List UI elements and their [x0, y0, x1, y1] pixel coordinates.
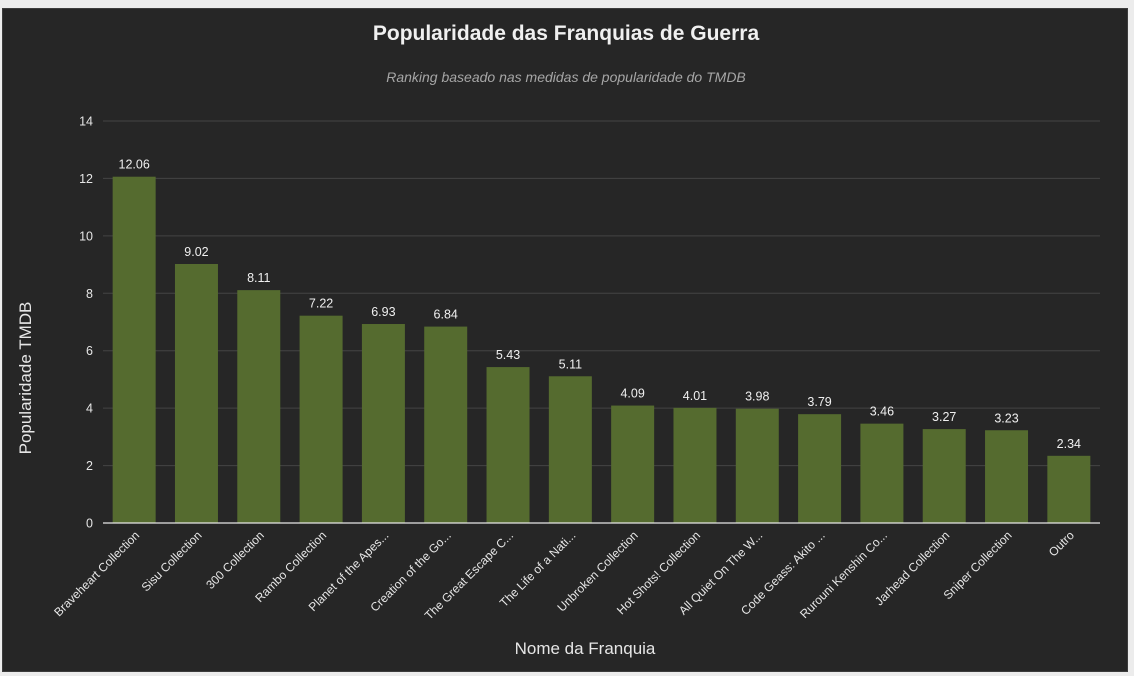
y-tick-label: 2	[86, 459, 93, 473]
y-tick-label: 12	[79, 172, 93, 186]
data-label: 3.23	[994, 411, 1018, 425]
bar	[860, 423, 904, 523]
bar	[424, 326, 468, 523]
bar	[985, 430, 1029, 523]
x-tick-label: Sniper Collection	[941, 528, 1015, 602]
bar	[361, 324, 405, 523]
bar	[673, 407, 717, 523]
data-label: 6.93	[371, 305, 395, 319]
bar	[299, 315, 343, 523]
data-label: 12.06	[119, 158, 150, 172]
y-tick-label: 0	[86, 517, 93, 531]
data-label: 3.79	[807, 395, 831, 409]
y-tick-label: 14	[79, 115, 93, 129]
x-tick-label: Braveheart Collection	[51, 528, 142, 619]
y-tick-label: 4	[86, 402, 93, 416]
data-label: 3.27	[932, 410, 956, 424]
data-label: 5.43	[496, 348, 520, 362]
bar	[798, 414, 842, 523]
data-label: 7.22	[309, 297, 333, 311]
data-label: 4.09	[620, 387, 644, 401]
x-axis-title: Nome da Franquia	[514, 639, 656, 658]
y-tick-label: 6	[86, 344, 93, 358]
data-label: 2.34	[1057, 437, 1081, 451]
bar	[922, 429, 966, 523]
data-label: 6.84	[434, 308, 458, 322]
data-label: 3.46	[870, 405, 894, 419]
bar	[237, 290, 281, 523]
bar	[1047, 455, 1091, 523]
data-label: 8.11	[247, 271, 270, 285]
x-tick-label: 300 Collection	[203, 528, 267, 592]
bars	[112, 176, 1091, 523]
y-axis-ticks: 0 2 4 6 8 10 12 14	[79, 115, 93, 531]
bar	[611, 405, 655, 523]
chart-subtitle: Ranking baseado nas medidas de popularid…	[386, 69, 746, 85]
x-tick-label: Sisu Collection	[139, 528, 205, 594]
bar	[548, 376, 592, 523]
bar	[112, 176, 156, 523]
data-labels: 12.06 9.02 8.11 7.22 6.93 6.84 5.43 5.11 4.09 4.0…	[119, 158, 1082, 451]
y-tick-label: 8	[86, 287, 93, 301]
chart-title: Popularidade das Franquias de Guerra	[372, 22, 760, 45]
bar	[735, 408, 779, 523]
data-label: 9.02	[184, 245, 208, 259]
data-label: 4.01	[683, 389, 707, 403]
x-tick-label: Outro	[1046, 528, 1077, 559]
y-tick-label: 10	[79, 229, 93, 243]
bar	[174, 263, 218, 523]
data-label: 3.98	[745, 390, 769, 404]
data-label: 5.11	[559, 357, 582, 371]
bar	[486, 367, 530, 523]
